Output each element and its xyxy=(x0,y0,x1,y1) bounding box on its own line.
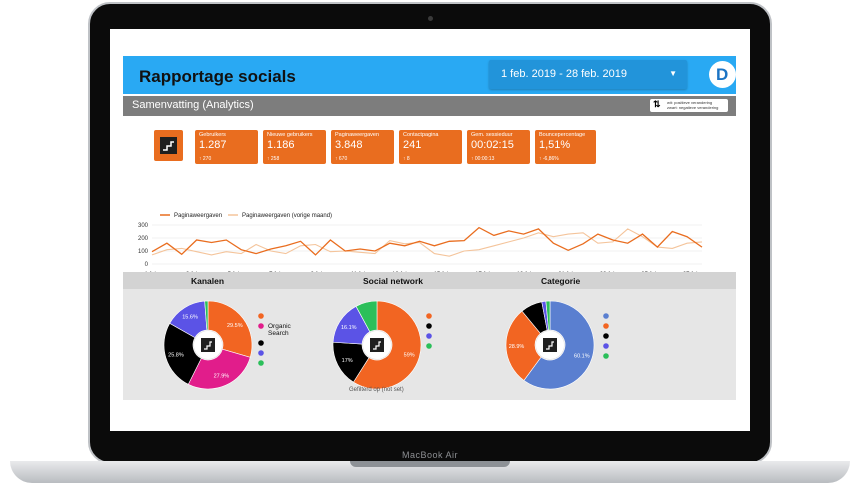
legend-dot xyxy=(603,323,609,329)
caret-down-icon: ▼ xyxy=(669,69,677,78)
legend-dot xyxy=(603,343,609,349)
kpi-delta: ↑ 00:00:13 xyxy=(471,156,495,162)
kpi-value: 241 xyxy=(403,139,422,151)
legend-dot xyxy=(258,360,264,366)
page-title: Rapportage socials xyxy=(139,67,296,86)
legend-label-wrap: Search xyxy=(268,330,289,337)
analytics-icon xyxy=(543,338,557,352)
analytics-icon xyxy=(154,130,183,161)
kpi-label: Nieuwe gebruikers xyxy=(267,132,313,138)
legend-dot xyxy=(258,323,264,329)
donut-slice xyxy=(204,300,209,331)
slice-label: 60.1% xyxy=(574,353,590,359)
donut-slice xyxy=(355,300,378,333)
brand-logo: D xyxy=(709,61,736,88)
legend-dot xyxy=(258,313,264,319)
donut-slice xyxy=(187,348,251,390)
kpi-delta: ↑ 258 xyxy=(267,156,280,162)
slice-label: 17% xyxy=(342,358,353,364)
legend-dot xyxy=(603,333,609,339)
legend-label: Paginaweergaven (vorige maand) xyxy=(242,213,332,219)
donut-slice xyxy=(545,300,551,331)
legend-label: Paginaweergaven xyxy=(174,213,222,219)
kpi-label: Paginaweergaven xyxy=(335,132,380,138)
legend-label: Organic xyxy=(268,323,292,330)
legend-negative: zwart: negatieve verandering xyxy=(667,105,719,110)
slice-label: 28.9% xyxy=(509,344,525,350)
logo-letter: D xyxy=(716,65,729,84)
kpi-card-session-duration[interactable]: Gem. sessieduur 00:02:15 ↑ 00:00:13 xyxy=(467,130,530,164)
analytics-icon-stroke xyxy=(373,341,381,350)
slice-label: 25.8% xyxy=(168,353,184,359)
series-line-current xyxy=(151,226,703,256)
panel-title-channels: Kanalen xyxy=(191,276,225,286)
kpi-card-bounce-rate[interactable]: Bouncepercentage 1,51% ↑ -6,86% xyxy=(535,130,596,164)
legend-dot xyxy=(258,340,264,346)
legend-dot xyxy=(603,313,609,319)
kpi-value: 3.848 xyxy=(335,139,363,151)
laptop-hinge xyxy=(350,461,510,467)
donut-slice xyxy=(505,310,542,381)
y-tick-label: 200 xyxy=(138,236,149,242)
kpi-card-pageviews[interactable]: Paginaweergaven 3.848 ↑ 670 xyxy=(331,130,394,164)
slice-label: 16.1% xyxy=(341,325,357,331)
donut-slice xyxy=(207,300,253,358)
slice-label: 27.9% xyxy=(214,374,230,380)
legend-dot xyxy=(426,333,432,339)
analytics-icon xyxy=(201,338,215,352)
analytics-icon-stroke xyxy=(204,341,212,350)
kpi-label: Contactpagina xyxy=(403,132,439,138)
analytics-icon-svg xyxy=(160,137,177,154)
kpi-delta: ↑ 8 xyxy=(403,156,410,162)
panel-title-category: Categorie xyxy=(541,276,581,286)
kpi-label: Bouncepercentage xyxy=(539,132,586,138)
y-tick-label: 300 xyxy=(138,223,149,229)
kpi-value: 1,51% xyxy=(539,139,571,151)
y-tick-label: 0 xyxy=(145,262,149,268)
kpi-card-contact-page[interactable]: Contactpagina 241 ↑ 8 xyxy=(399,130,462,164)
section-bar: Samenvatting (Analytics) ⇅ wit: positiev… xyxy=(123,96,736,116)
donut-slice xyxy=(353,300,422,390)
kpi-card-users[interactable]: Gebruikers 1.287 ↑ 270 xyxy=(195,130,258,164)
analytics-icon xyxy=(370,338,384,352)
up-down-arrows-icon: ⇅ xyxy=(653,99,661,109)
laptop-base xyxy=(10,461,850,483)
kpi-delta: ↑ 670 xyxy=(335,156,348,162)
donut-slice xyxy=(523,300,595,390)
kpi-card-new-users[interactable]: Nieuwe gebruikers 1.186 ↑ 258 xyxy=(263,130,326,164)
kpi-value: 1.186 xyxy=(267,139,295,151)
analytics-icon-stroke xyxy=(546,341,554,350)
slice-label: 59% xyxy=(404,352,415,358)
breakdown-panels: Kanalen Social network Categorie 29.5% 27… xyxy=(123,272,736,400)
report-header: Rapportage socials 1 feb. 2019 - 28 feb.… xyxy=(123,56,736,94)
legend-dot xyxy=(258,350,264,356)
filter-note: Gefilterd op (not set) xyxy=(349,387,404,393)
legend-dot xyxy=(426,313,432,319)
kpi-label: Gebruikers xyxy=(199,132,226,138)
kpi-value: 00:02:15 xyxy=(471,139,514,151)
slice-label: 15.6% xyxy=(182,315,198,321)
date-range-picker[interactable]: 1 feb. 2019 - 28 feb. 2019 ▼ xyxy=(489,60,687,89)
kpi-delta: ↑ -6,86% xyxy=(539,156,559,162)
panel-title-social: Social network xyxy=(363,276,423,286)
slice-label: 29.5% xyxy=(227,323,243,329)
date-range-text: 1 feb. 2019 - 28 feb. 2019 xyxy=(501,68,627,80)
kpi-value: 1.287 xyxy=(199,139,227,151)
y-tick-label: 100 xyxy=(138,249,149,255)
series-line-previous xyxy=(151,228,703,257)
legend-dot xyxy=(603,353,609,359)
camera-icon xyxy=(428,16,433,21)
legend-dot xyxy=(426,343,432,349)
legend-positive: wit: positieve verandering xyxy=(667,100,713,105)
kpi-label: Gem. sessieduur xyxy=(471,132,513,138)
legend-dot xyxy=(426,323,432,329)
panel-header-bar xyxy=(123,272,736,289)
device-label: MacBook Air xyxy=(401,450,459,460)
kpi-delta: ↑ 270 xyxy=(199,156,212,162)
change-legend: ⇅ wit: positieve verandering zwart: nega… xyxy=(650,99,728,112)
dashboard-screen: Rapportage socials 1 feb. 2019 - 28 feb.… xyxy=(110,29,750,431)
donut-slice xyxy=(163,322,202,385)
section-title: Samenvatting (Analytics) xyxy=(132,99,254,111)
